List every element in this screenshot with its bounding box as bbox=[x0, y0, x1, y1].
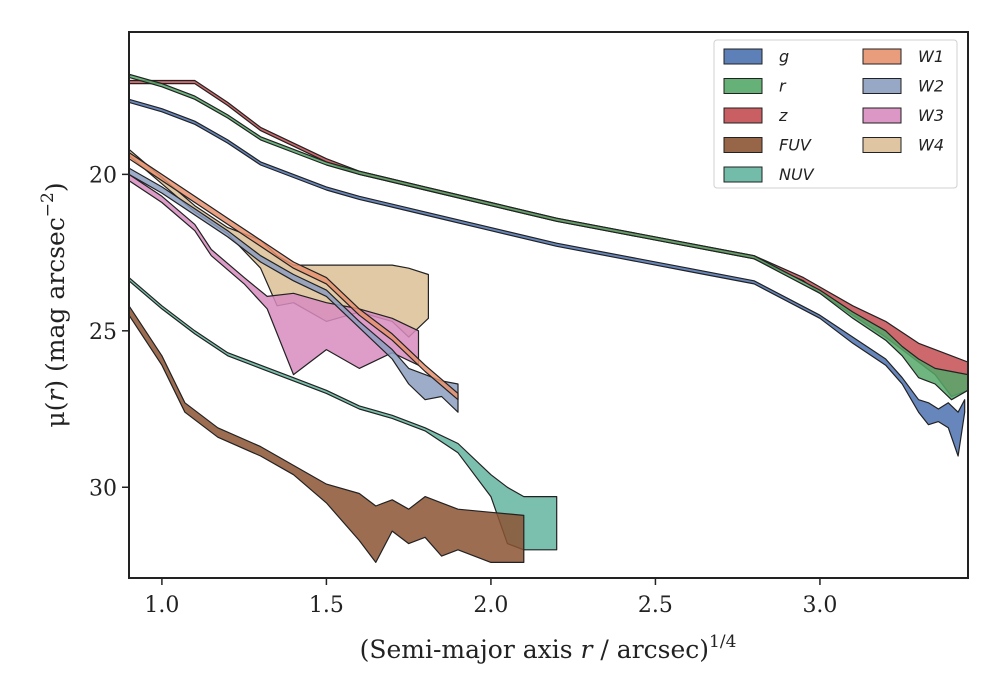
y-tick-label: 25 bbox=[89, 320, 117, 345]
legend-label-w3: W3 bbox=[918, 106, 944, 125]
y-tick-label: 30 bbox=[89, 476, 117, 501]
axes-frame bbox=[128, 31, 969, 579]
x-axis-ticks: 1.0 1.5 2.0 2.5 3.0 bbox=[144, 578, 837, 618]
plot-area bbox=[129, 73, 968, 564]
legend-swatch-w1 bbox=[862, 48, 902, 65]
band-fuv bbox=[129, 305, 525, 564]
band-g bbox=[129, 98, 966, 457]
x-tick-label: 2.0 bbox=[473, 593, 508, 618]
band-w2 bbox=[129, 167, 459, 413]
legend-swatch-fuv bbox=[723, 137, 763, 153]
y-axis-label: μ(r) (mag arcsec−2) bbox=[38, 182, 70, 427]
band-w1 bbox=[129, 151, 459, 401]
legend-label-r: r bbox=[779, 77, 787, 96]
legend-swatch-w2 bbox=[862, 78, 902, 94]
legend-label-g: g bbox=[779, 47, 789, 66]
legend-swatch-g bbox=[723, 48, 763, 65]
legend-label-fuv: FUV bbox=[779, 136, 812, 155]
legend-swatch-nuv bbox=[723, 166, 763, 183]
legend-swatch-w4 bbox=[862, 137, 902, 153]
y-tick-label: 20 bbox=[89, 163, 117, 188]
legend-swatch-z bbox=[723, 107, 763, 124]
x-tick-label: 1.0 bbox=[144, 593, 179, 618]
legend-swatch-w3 bbox=[862, 107, 902, 124]
x-tick-label: 2.5 bbox=[638, 593, 673, 618]
legend: grz FUV NUV W1 W2 W3 W4 bbox=[713, 39, 958, 189]
legend-label-w4: W4 bbox=[918, 136, 944, 155]
band-r bbox=[129, 73, 968, 401]
legend-label-nuv: NUV bbox=[779, 165, 815, 184]
legend-swatch-r bbox=[723, 78, 763, 94]
legend-label-z: z bbox=[778, 106, 788, 125]
x-tick-label: 1.5 bbox=[309, 593, 344, 618]
y-axis-ticks: 20 25 30 bbox=[89, 163, 129, 501]
legend-label-w2: W2 bbox=[918, 77, 944, 96]
x-tick-label: 3.0 bbox=[802, 593, 837, 618]
legend-label-w1: W1 bbox=[918, 47, 944, 66]
x-axis-label: (Semi-major axis r / arcsec)1/4 bbox=[360, 632, 737, 664]
